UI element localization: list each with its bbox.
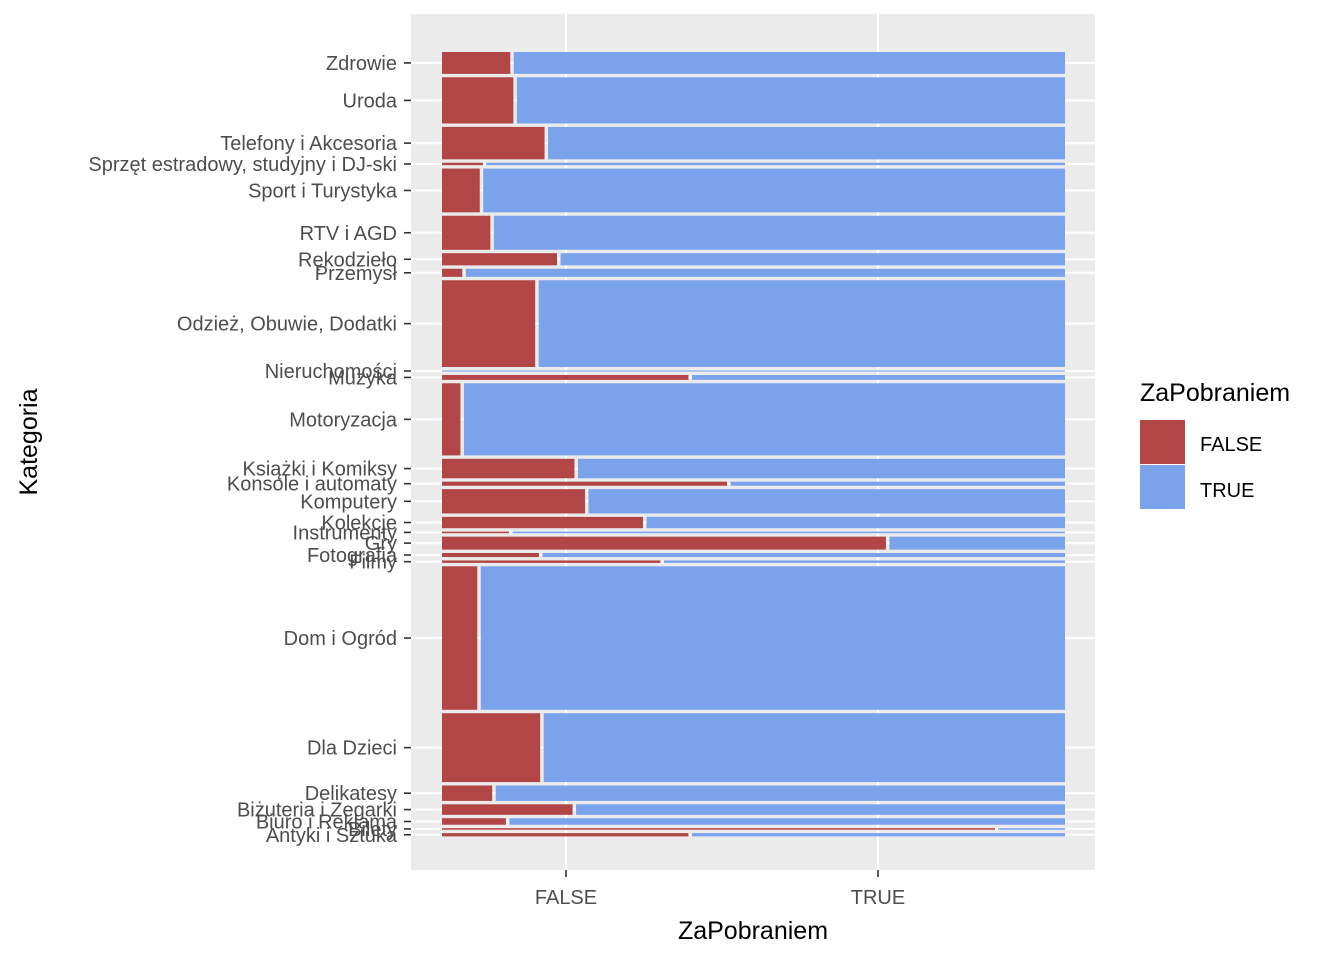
tile-false-instrumenty: [442, 531, 510, 534]
y-axis-title: Kategoria: [15, 388, 43, 495]
y-tick-label-konsole-i-automaty: Konsole i automaty: [227, 474, 397, 496]
y-tick-label-przemys: Przemysł: [315, 263, 398, 285]
tile-true-instrumenty: [512, 531, 1065, 534]
y-tick-label-delikatesy: Delikatesy: [305, 783, 397, 805]
y-tick-label-bizuteria-i-zegarki: Biżuteria i Zegarki: [237, 800, 397, 822]
tile-true-konsole-i-automaty: [730, 481, 1065, 486]
legend-label-true: TRUE: [1200, 480, 1254, 502]
tile-false-delikatesy: [442, 785, 493, 801]
tile-false-bizuteria-i-zegarki: [442, 804, 573, 815]
tile-true-telefony-i-akcesoria: [548, 126, 1065, 160]
x-axis: FALSE TRUE: [535, 870, 905, 909]
y-tick-label-sport-i-turystyka: Sport i Turystyka: [248, 180, 398, 202]
tile-true-rekodzie-o: [560, 253, 1065, 266]
tile-true-muzyka: [691, 375, 1065, 380]
y-tick-label-rekodzie-o: Rękodzieło: [298, 249, 397, 271]
tile-true-uroda: [516, 77, 1065, 124]
tile-true-sport-i-turystyka: [483, 168, 1065, 213]
tile-false-uroda: [442, 77, 514, 124]
tile-false-rekodzie-o: [442, 253, 558, 266]
y-tick-label-antyki-i-sztuka: Antyki i Sztuka: [266, 825, 398, 847]
x-tick-label: FALSE: [535, 887, 597, 909]
y-tick-label-kolekcje: Kolekcje: [321, 513, 397, 535]
tile-false-muzyka: [442, 375, 689, 380]
tile-false-konsole-i-automaty: [442, 481, 728, 486]
tile-true-nieruchomosci: [442, 370, 1065, 372]
tile-false-sprzet-estradowy-studyjny-i-dj-ski: [442, 162, 483, 166]
y-tick-label-uroda: Uroda: [343, 90, 398, 112]
legend-title: ZaPobraniem: [1140, 379, 1290, 407]
y-tick-label-dla-dzieci: Dla Dzieci: [307, 738, 397, 760]
tile-false-sport-i-turystyka: [442, 168, 480, 213]
tile-false-motoryzacja: [442, 383, 461, 456]
tile-false-antyki-i-sztuka: [442, 833, 689, 837]
tile-true-przemys: [465, 268, 1065, 277]
y-tick-label-motoryzacja: Motoryzacja: [289, 409, 398, 431]
tile-false-zdrowie: [442, 52, 511, 74]
legend-key-false: [1140, 420, 1185, 464]
tile-true-antyki-i-sztuka: [691, 833, 1065, 837]
legend: ZaPobraniem FALSE TRUE: [1140, 379, 1290, 509]
tile-false-filmy: [442, 560, 661, 563]
y-tick-label-komputery: Komputery: [300, 491, 397, 513]
tile-true-bilety: [998, 828, 1065, 830]
legend-label-false: FALSE: [1200, 434, 1262, 456]
tile-true-delikatesy: [495, 785, 1066, 801]
y-tick-label-telefony-i-akcesoria: Telefony i Akcesoria: [220, 133, 398, 155]
y-tick-label-ksiazki-i-komiksy: Książki i Komiksy: [243, 459, 397, 481]
tile-true-gry: [889, 536, 1065, 550]
tile-true-dom-i-ogrod: [480, 566, 1066, 710]
tile-true-kolekcje: [646, 516, 1065, 529]
tile-true-biuro-i-reklama: [509, 818, 1065, 825]
y-tick-label-biuro-i-reklama: Biuro i Reklama: [256, 811, 398, 833]
y-tick-label-filmy: Filmy: [349, 552, 397, 574]
y-tick-label-bilety: Bilety: [348, 819, 397, 841]
tile-false-bilety: [442, 828, 995, 830]
y-tick-label-nieruchomosci: Nieruchomości: [265, 361, 397, 383]
tile-false-biuro-i-reklama: [442, 818, 506, 825]
tile-false-fotografia: [442, 553, 539, 558]
y-tick-label-rtv-i-agd: RTV i AGD: [300, 223, 397, 245]
tile-false-przemys: [442, 268, 463, 277]
tile-false-odziez-obuwie-dodatki: [442, 280, 536, 368]
tile-true-odziez-obuwie-dodatki: [538, 280, 1065, 368]
tile-true-sprzet-estradowy-studyjny-i-dj-ski: [486, 162, 1065, 166]
y-tick-label-sprzet-estradowy-studyjny-i-dj-ski: Sprzęt estradowy, studyjny i DJ-ski: [88, 154, 397, 176]
tile-true-bizuteria-i-zegarki: [576, 804, 1065, 815]
tile-true-filmy: [663, 560, 1065, 563]
tile-true-rtv-i-agd: [493, 215, 1066, 250]
y-tick-label-fotografia: Fotografia: [307, 545, 398, 567]
tile-false-dom-i-ogrod: [442, 566, 478, 710]
legend-key-true: [1140, 465, 1185, 509]
y-tick-label-muzyka: Muzyka: [328, 367, 398, 389]
tile-false-telefony-i-akcesoria: [442, 126, 545, 160]
tile-false-rtv-i-agd: [442, 215, 491, 250]
tile-true-motoryzacja: [463, 383, 1065, 456]
tile-false-gry: [442, 536, 886, 550]
x-tick-label: TRUE: [851, 887, 905, 909]
y-tick-label-zdrowie: Zdrowie: [326, 53, 397, 75]
tile-false-kolekcje: [442, 516, 643, 529]
y-tick-label-gry: Gry: [365, 533, 397, 555]
tile-true-zdrowie: [513, 52, 1065, 74]
x-axis-title: ZaPobraniem: [678, 917, 828, 945]
tile-false-dla-dzieci: [442, 713, 541, 783]
y-tick-label-odziez-obuwie-dodatki: Odzież, Obuwie, Dodatki: [177, 314, 397, 336]
tile-false-komputery: [442, 489, 586, 514]
y-tick-label-dom-i-ogrod: Dom i Ogród: [284, 628, 397, 650]
tile-true-komputery: [588, 489, 1065, 514]
y-tick-label-instrumenty: Instrumenty: [293, 522, 397, 544]
tile-true-ksiazki-i-komiksy: [577, 458, 1065, 479]
tiles-layer: [442, 52, 1066, 837]
tile-true-dla-dzieci: [543, 713, 1065, 783]
tile-false-ksiazki-i-komiksy: [442, 458, 575, 479]
tile-true-fotografia: [542, 553, 1065, 558]
